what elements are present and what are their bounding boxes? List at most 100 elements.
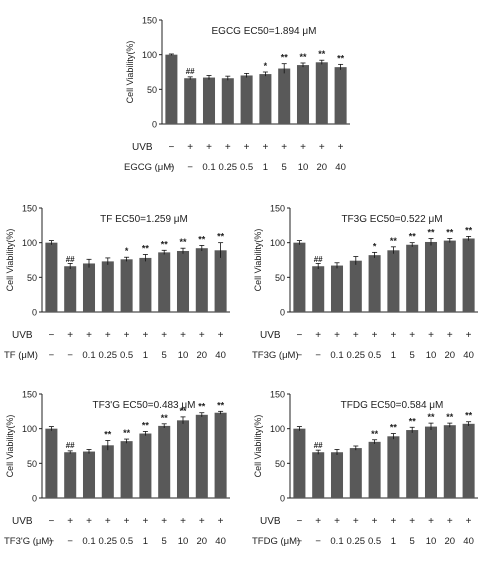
uvb-sign: − <box>48 516 54 527</box>
bar <box>101 445 114 498</box>
x-tick-label: 1 <box>143 536 148 547</box>
uvb-sign: + <box>86 516 92 527</box>
y-tick-label: 0 <box>152 120 157 130</box>
uvb-sign: + <box>319 142 325 153</box>
row-label-uvb: UVB <box>132 142 153 153</box>
significance-label: ** <box>390 423 398 433</box>
significance-label: ** <box>299 52 307 62</box>
uvb-sign: + <box>334 516 340 527</box>
significance-label: ## <box>186 67 195 76</box>
uvb-sign: + <box>142 330 148 341</box>
chart-tf3pg: 0 50 100 150 Cell Viability(%) TF3'G EC50=0.4… <box>0 384 240 567</box>
chart-egcg: 0 50 100 150 Cell Viability(%) EGCG EC50=1.89… <box>120 10 360 193</box>
uvb-sign: + <box>67 330 73 341</box>
uvb-sign: + <box>225 142 231 153</box>
uvb-sign: + <box>105 330 111 341</box>
x-tick-label: − <box>187 162 193 173</box>
chart-title: TFDG EC50=0.584 μM <box>341 400 444 411</box>
x-tick-label: 0.25 <box>99 536 118 547</box>
y-tick-label: 0 <box>280 308 285 318</box>
bar <box>406 244 419 312</box>
significance-label: ** <box>217 232 225 242</box>
x-tick-label: 20 <box>197 536 208 547</box>
bar <box>176 420 190 498</box>
significance-label: ** <box>409 416 417 426</box>
x-tick-label: − <box>169 162 175 173</box>
bar <box>45 428 58 498</box>
bar <box>387 250 400 312</box>
bar <box>82 263 96 312</box>
x-tick-label: 1 <box>391 350 396 361</box>
x-tick-label: − <box>49 536 55 547</box>
x-tick-label: 20 <box>445 536 456 547</box>
chart-tf3g: 0 50 100 150 Cell Viability(%) TF3G EC50=0.52… <box>248 198 488 381</box>
uvb-sign: + <box>105 516 111 527</box>
bar <box>462 238 475 312</box>
x-tick-label: 0.1 <box>202 162 215 173</box>
x-tick-label: 20 <box>445 350 456 361</box>
x-tick-label: − <box>315 536 321 547</box>
y-tick-label: 100 <box>270 238 285 248</box>
significance-label: ## <box>314 441 323 450</box>
x-tick-label: − <box>315 350 321 361</box>
uvb-sign: + <box>372 330 378 341</box>
y-tick-label: 150 <box>270 204 285 214</box>
significance-label: ** <box>318 49 326 59</box>
x-tick-label: 5 <box>410 536 415 547</box>
bar <box>424 241 438 312</box>
bar <box>278 68 291 124</box>
x-tick-label: 1 <box>391 536 396 547</box>
bar <box>312 452 325 498</box>
x-tick-label: 5 <box>162 350 167 361</box>
x-tick-label: 40 <box>335 162 346 173</box>
uvb-sign: − <box>48 330 54 341</box>
x-tick-label: 1 <box>263 162 268 173</box>
bar <box>259 74 272 124</box>
uvb-sign: + <box>334 330 340 341</box>
chart-title: EGCG EC50=1.894 μM <box>212 26 317 37</box>
bar <box>214 412 227 498</box>
x-tick-label: 1 <box>143 350 148 361</box>
uvb-sign: + <box>447 516 453 527</box>
uvb-sign: + <box>466 330 472 341</box>
bar <box>330 452 344 498</box>
y-tick-label: 150 <box>22 390 37 400</box>
bar <box>82 451 96 498</box>
uvb-sign: + <box>187 142 193 153</box>
uvb-sign: + <box>428 516 434 527</box>
x-tick-label: 40 <box>463 350 474 361</box>
bar <box>424 426 438 498</box>
significance-label: ** <box>104 429 112 439</box>
chart-tfdg: 0 50 100 150 Cell Viability(%) TFDG EC50=0.58… <box>248 384 488 567</box>
significance-label: ** <box>427 412 435 422</box>
bar <box>64 266 77 312</box>
uvb-sign: + <box>315 330 321 341</box>
significance-label: ** <box>123 428 131 438</box>
uvb-sign: + <box>466 516 472 527</box>
y-tick-label: 0 <box>32 494 37 504</box>
chart-svg: 0 50 100 150 Cell Viability(%) TF3'G EC50=0.4… <box>4 390 230 547</box>
significance-label: ** <box>161 239 169 249</box>
chart-svg: 0 50 100 150 Cell Viability(%) TF3G EC50=0.52… <box>252 204 478 361</box>
bar <box>184 78 197 124</box>
y-tick-label: 50 <box>275 273 285 283</box>
bar <box>120 441 133 498</box>
uvb-sign: + <box>338 142 344 153</box>
bar <box>330 265 344 312</box>
x-tick-label: 0.5 <box>240 162 253 173</box>
bar <box>165 54 178 124</box>
x-tick-label: 0.1 <box>82 350 95 361</box>
bar <box>368 441 381 498</box>
uvb-sign: − <box>296 330 302 341</box>
x-tick-label: 40 <box>463 536 474 547</box>
y-tick-label: 150 <box>142 16 157 26</box>
x-tick-label: − <box>297 536 303 547</box>
significance-label: ** <box>371 429 379 439</box>
uvb-sign: + <box>180 516 186 527</box>
bar <box>462 423 475 498</box>
x-tick-label: 10 <box>426 350 437 361</box>
significance-label: ** <box>179 237 187 247</box>
bar <box>139 433 152 498</box>
significance-label: ** <box>198 234 206 244</box>
uvb-sign: + <box>161 330 167 341</box>
